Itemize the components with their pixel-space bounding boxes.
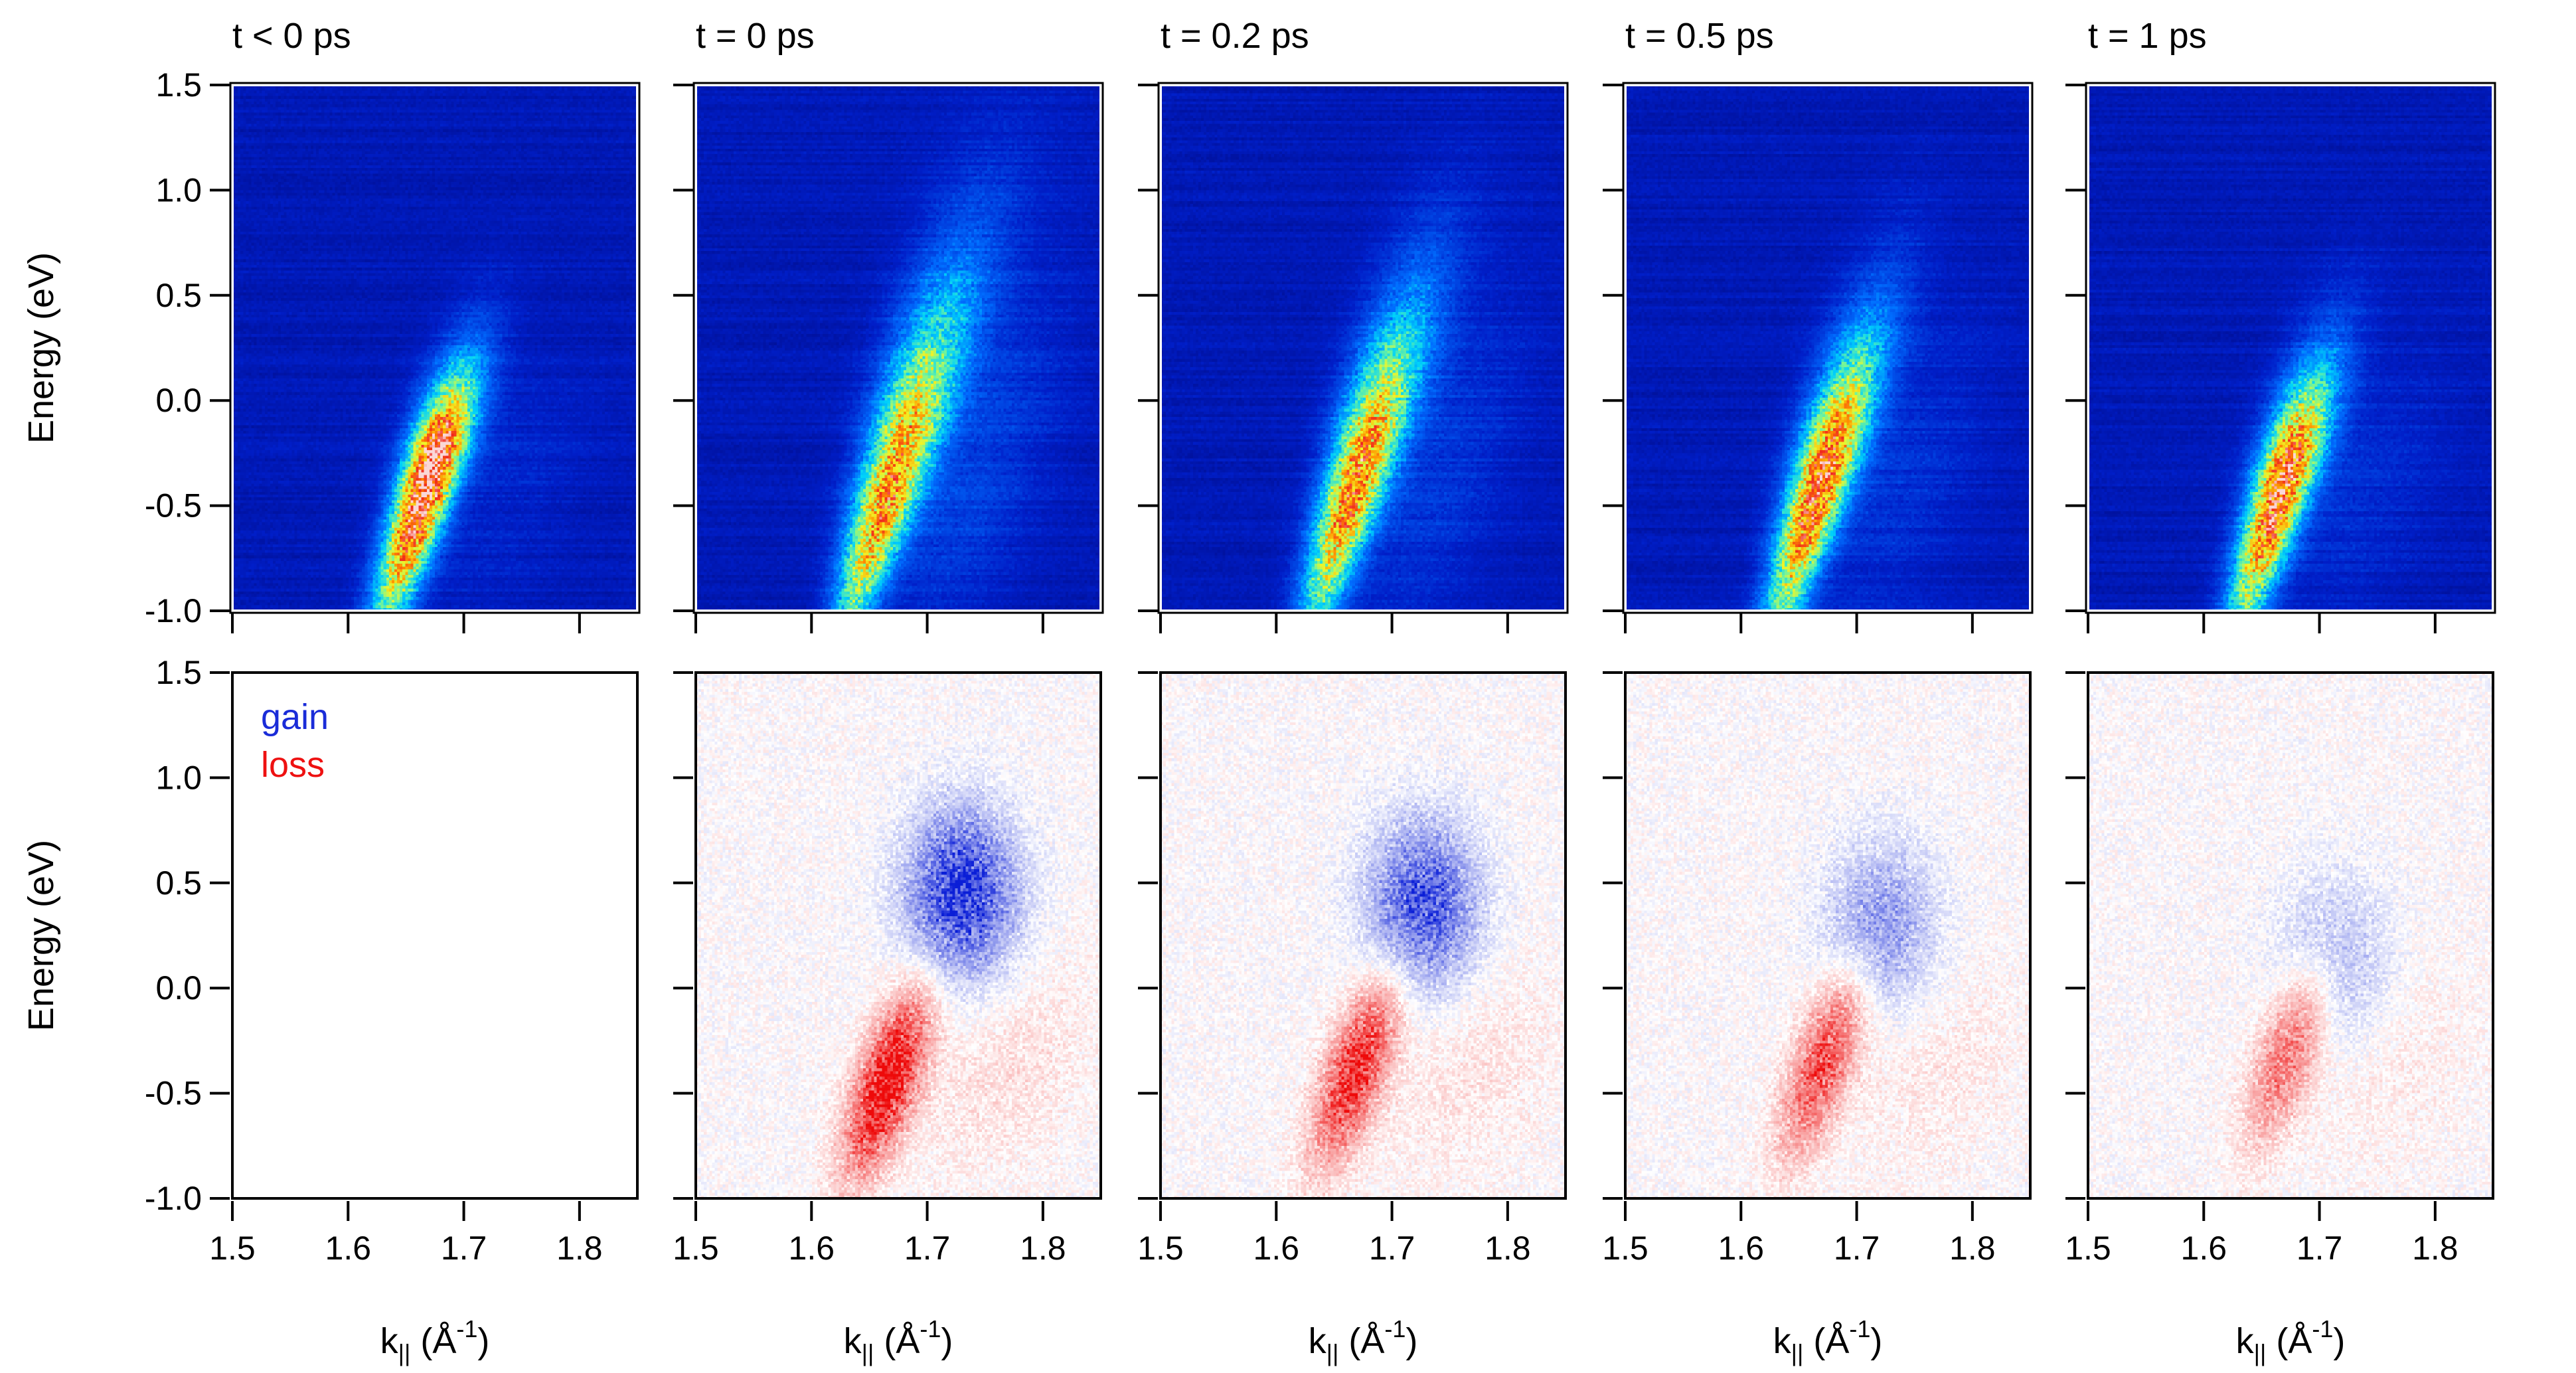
y-tick-label: 0.0 <box>155 969 202 1007</box>
panel-outer-frame <box>1622 82 2034 614</box>
x-axis-label: k|| (Å-1) <box>1773 1315 1883 1366</box>
panel-frame <box>1159 671 1567 1200</box>
intensity-panel-3: t = 0.2 ps <box>1138 16 1569 633</box>
panel-frame <box>1624 84 2032 612</box>
panel-outer-frame <box>1157 82 1569 614</box>
difference-panel-4: 1.5 1.6 1.7 1.8 k|| (Å-1) <box>1602 671 2032 1366</box>
difference-panel-3: 1.5 1.6 1.7 1.8 k|| (Å-1) <box>1137 671 1567 1366</box>
panel-frame <box>694 671 1102 1200</box>
x-tick-label: 1.6 <box>2181 1230 2227 1267</box>
x-tick-label: 1.8 <box>1949 1230 1996 1267</box>
intensity-panel-4: t = 0.5 ps <box>1603 16 2034 633</box>
difference-heatmap <box>696 673 1101 1198</box>
y-tick-label: 1.5 <box>155 66 202 104</box>
x-tick-label: 1.6 <box>789 1230 835 1267</box>
x-tick-label: 1.5 <box>209 1230 256 1267</box>
y-tick-label: -1.0 <box>145 1180 202 1217</box>
y-tick-label: 1.0 <box>155 759 202 796</box>
x-tick-label: 1.5 <box>1602 1230 1649 1267</box>
time-label: t < 0 ps <box>232 16 351 56</box>
x-tick-label: 1.7 <box>441 1230 487 1267</box>
x-tick-label: 1.5 <box>2065 1230 2111 1267</box>
difference-heatmap <box>1625 673 2030 1198</box>
x-tick-label: 1.8 <box>1020 1230 1066 1267</box>
y-axis-label: Energy (eV) <box>21 840 61 1031</box>
x-tick-label: 1.6 <box>1718 1230 1765 1267</box>
x-tick-label: 1.7 <box>1369 1230 1415 1267</box>
difference-panel-5: 1.5 1.6 1.7 1.8 k|| (Å-1) <box>2065 671 2494 1366</box>
x-tick-label: 1.8 <box>556 1230 603 1267</box>
y-tick-label: -0.5 <box>145 487 202 525</box>
panel-frame <box>694 84 1102 612</box>
intensity-heatmap <box>696 85 1101 611</box>
y-tick-label: 0.5 <box>155 864 202 902</box>
x-tick-label: 1.6 <box>1253 1230 1300 1267</box>
x-axis-label: k|| (Å-1) <box>844 1315 953 1366</box>
panel-frame <box>1624 671 2032 1200</box>
difference-heatmap <box>2088 673 2493 1198</box>
time-label: t = 0.5 ps <box>1625 16 1774 56</box>
figure-root: -1.0 -0.5 0.0 0.5 1.0 1.5 t < 0 ps t = 0 ps t = … <box>21 16 2496 1366</box>
legend-gain: gain <box>261 697 329 737</box>
difference-heatmap <box>1161 673 1566 1198</box>
x-tick-label: 1.7 <box>2296 1230 2343 1267</box>
difference-panel-1: -1.0 -0.5 0.0 0.5 1.0 1.5 1.5 1.6 1.7 1.8 k|| (Å-1… <box>145 654 639 1366</box>
panel-outer-frame <box>229 82 641 614</box>
x-tick-label: 1.5 <box>1137 1230 1184 1267</box>
x-tick-label: 1.8 <box>1485 1230 1531 1267</box>
y-axis-label: Energy (eV) <box>21 252 61 444</box>
y-tick-label: -1.0 <box>145 592 202 629</box>
intensity-heatmap <box>2088 85 2493 611</box>
difference-panel-2: 1.5 1.6 1.7 1.8 k|| (Å-1) <box>673 671 1102 1366</box>
x-axis-label: k|| (Å-1) <box>1309 1315 1418 1366</box>
y-tick-label: 1.0 <box>155 171 202 208</box>
time-label: t = 0 ps <box>696 16 815 56</box>
x-tick-label: 1.5 <box>673 1230 719 1267</box>
y-tick-label: 1.5 <box>155 654 202 691</box>
intensity-panel-5: t = 1 ps <box>2065 16 2496 633</box>
intensity-heatmap <box>232 85 637 611</box>
time-label: t = 0.2 ps <box>1161 16 1309 56</box>
legend-loss: loss <box>261 745 325 785</box>
panel-frame <box>1159 84 1567 612</box>
panel-outer-frame <box>692 82 1104 614</box>
x-tick-label: 1.6 <box>325 1230 372 1267</box>
intensity-heatmap <box>1161 85 1566 611</box>
x-axis-label: k|| (Å-1) <box>2236 1315 2346 1366</box>
panel-frame <box>2087 671 2494 1200</box>
panel-outer-frame <box>2085 82 2496 614</box>
y-tick-label: 0.0 <box>155 382 202 419</box>
intensity-panel-2: t = 0 ps <box>673 16 1104 633</box>
x-axis-label: k|| (Å-1) <box>380 1315 490 1366</box>
panel-frame <box>231 84 639 612</box>
intensity-panel-1: -1.0 -0.5 0.0 0.5 1.0 1.5 t < 0 ps <box>145 16 641 633</box>
x-tick-label: 1.7 <box>1834 1230 1880 1267</box>
x-tick-label: 1.7 <box>904 1230 951 1267</box>
x-tick-label: 1.8 <box>2412 1230 2458 1267</box>
intensity-heatmap <box>1625 85 2030 611</box>
time-label: t = 1 ps <box>2088 16 2207 56</box>
panel-frame <box>2087 84 2494 612</box>
panel-frame <box>231 671 639 1200</box>
y-tick-label: 0.5 <box>155 277 202 314</box>
y-tick-label: -0.5 <box>145 1075 202 1112</box>
